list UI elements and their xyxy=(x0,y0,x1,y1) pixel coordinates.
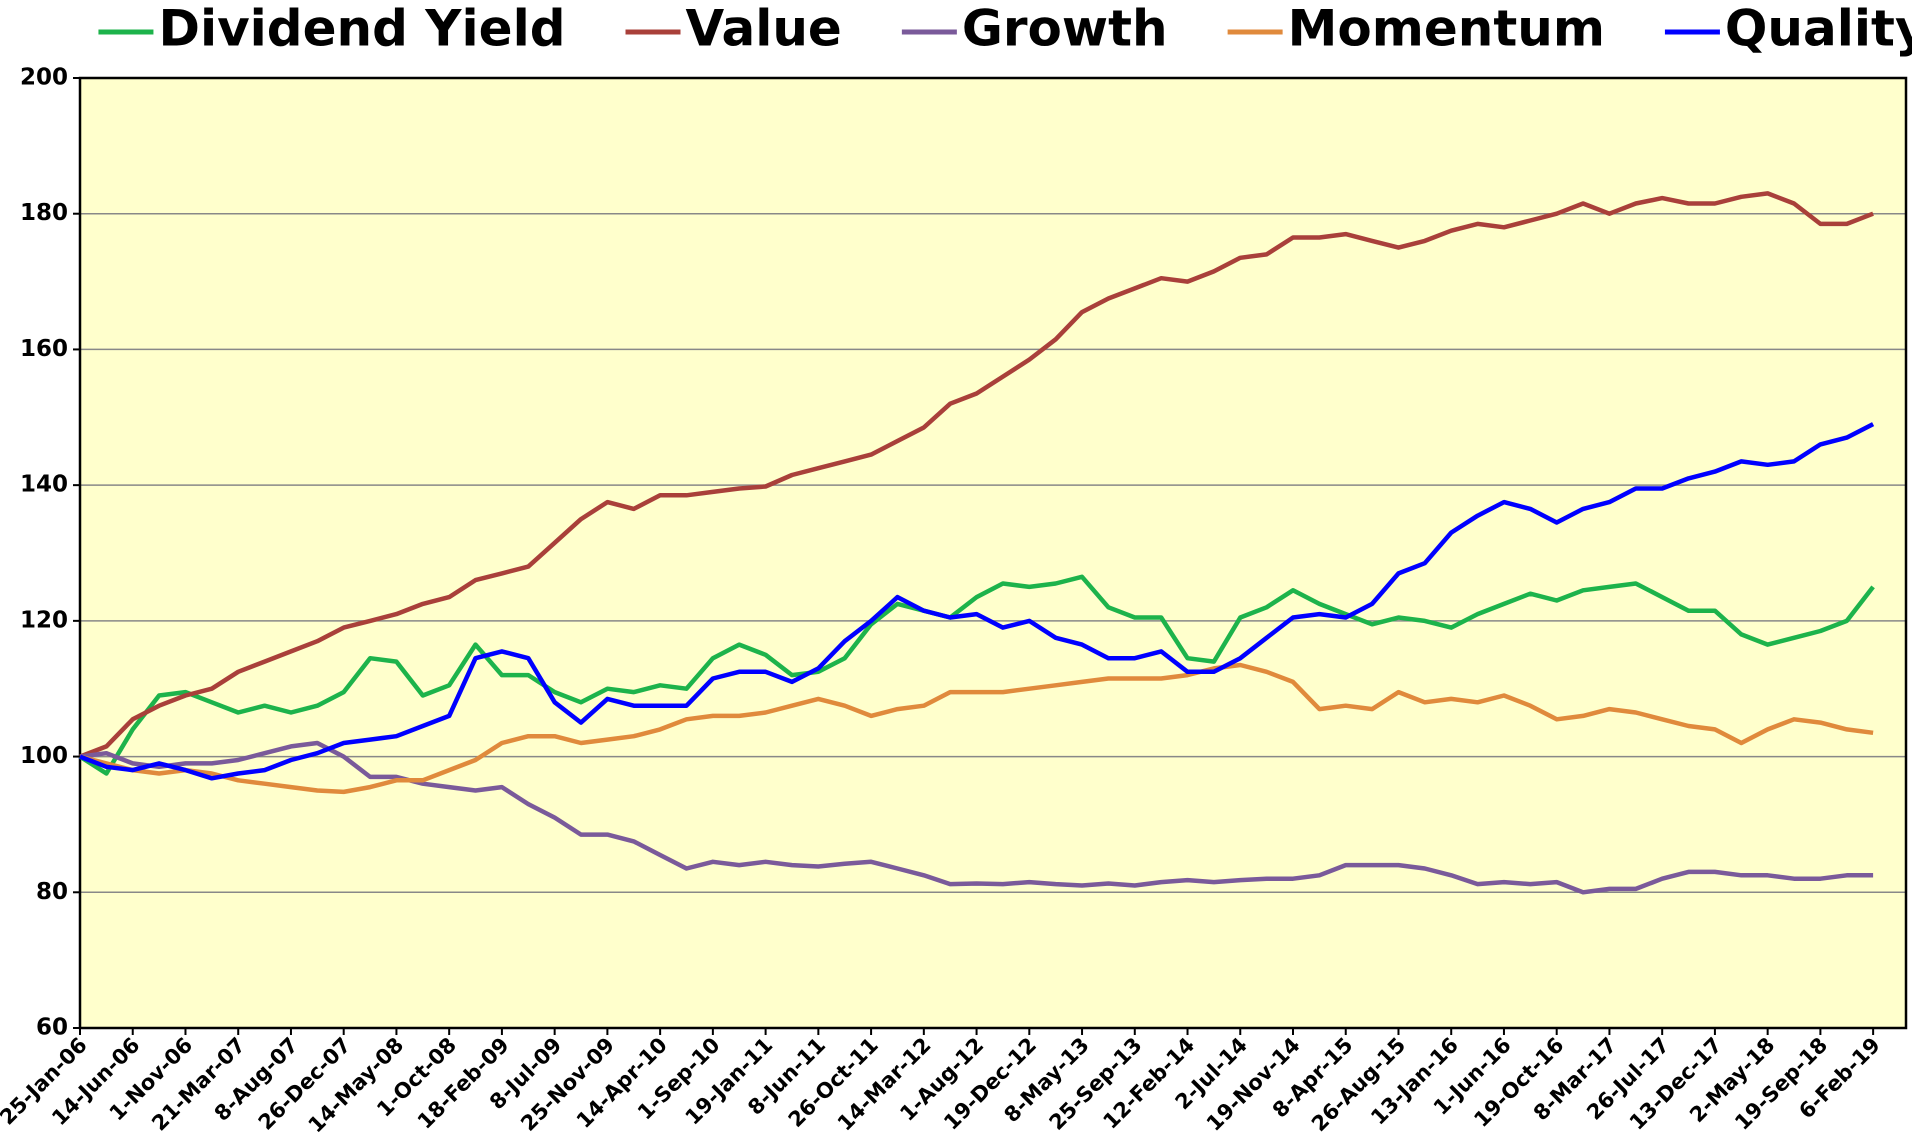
legend-label: Dividend Yield xyxy=(158,0,565,58)
legend-label: Momentum xyxy=(1288,0,1605,58)
y-tick-label: 180 xyxy=(20,200,68,226)
series-line xyxy=(79,740,1874,895)
plot-area xyxy=(80,78,1906,1028)
series-line xyxy=(78,574,1875,776)
y-tick-label: 120 xyxy=(20,607,68,633)
y-tick-label: 80 xyxy=(36,879,68,905)
series-line xyxy=(79,191,1874,759)
plot-border xyxy=(78,76,1908,1030)
legend-label: Quality xyxy=(1725,0,1912,58)
series-line xyxy=(79,662,1874,795)
y-tick-label: 160 xyxy=(20,336,68,362)
legend-label: Value xyxy=(686,0,842,58)
y-tick-label: 100 xyxy=(20,743,68,769)
y-tick-label: 200 xyxy=(20,65,68,91)
y-tick-label: 140 xyxy=(20,472,68,498)
legend-label: Growth xyxy=(962,0,1168,58)
y-tick-label: 60 xyxy=(36,1015,68,1041)
series-line xyxy=(79,422,1875,781)
